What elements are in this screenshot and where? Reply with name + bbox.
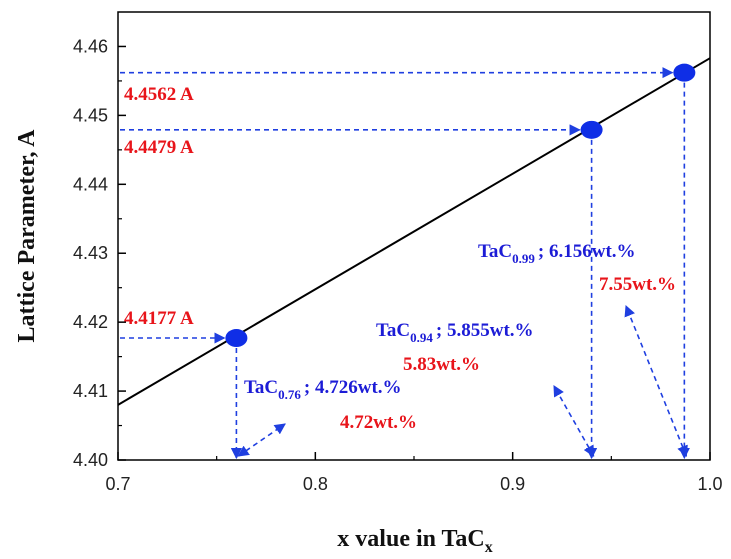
measured-label-0.94: 5.83wt.% [403,354,480,375]
data-point [580,120,603,139]
x-tick-label: 0.8 [303,474,328,494]
y-tick-label: 4.43 [73,243,108,263]
x-axis-title: x value in TaCx [337,526,492,556]
y-axis-title: Lattice Parameter, A [14,129,40,343]
data-point [673,63,696,82]
value-label-0.94: 4.4479 A [124,137,194,158]
data-points [225,63,696,348]
composition-arrows [237,304,688,458]
composition-label-0.94: TaC0.94; 5.855wt.% [376,320,534,345]
value-label-0.76: 4.4177 A [124,308,194,329]
x-tick-label: 0.9 [500,474,525,494]
fit-line [117,57,711,406]
y-tick-label: 4.42 [73,312,108,332]
composition-label-0.99: TaC0.99; 6.156wt.% [478,241,636,266]
composition-arrow [237,423,286,457]
x-tick-label: 1.0 [697,474,722,494]
measured-label-0.76: 4.72wt.% [340,412,417,433]
y-tick-label: 4.40 [73,450,108,470]
value-label-0.99: 4.4562 A [124,84,194,105]
y-tick-label: 4.44 [73,174,108,194]
x-axis-ticks: 0.7 0.8 0.9 1.0 [105,452,723,494]
measured-label-0.99: 7.55wt.% [599,274,676,295]
y-tick-label: 4.41 [73,381,108,401]
composition-label-0.76: TaC0.76; 4.726wt.% [244,377,402,402]
y-tick-label: 4.46 [73,36,108,56]
y-tick-label: 4.45 [73,105,108,125]
y-axis-ticks: 4.40 4.41 4.42 4.43 4.44 4.45 4.46 [73,36,126,470]
composition-arrow [624,304,688,458]
composition-arrow [553,385,595,457]
plot-frame [117,11,711,461]
x-tick-label: 0.7 [105,474,130,494]
data-point [225,329,248,348]
